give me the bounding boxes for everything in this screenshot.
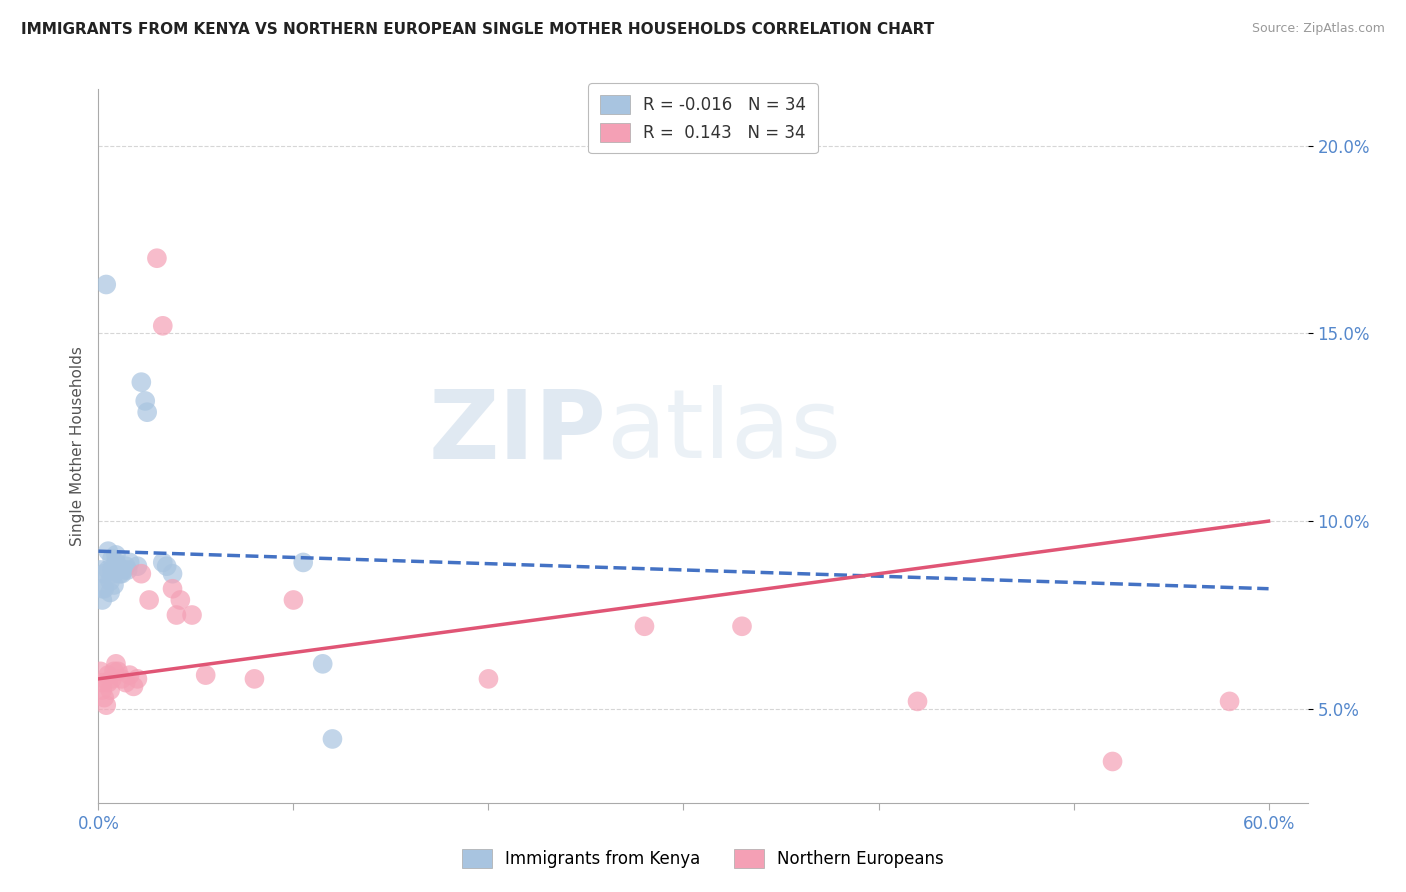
- Point: [127, 672, 149, 686]
- Point: [134, 393, 156, 408]
- Point: [89, 563, 111, 577]
- Point: [103, 665, 125, 679]
- Point: [93, 690, 115, 705]
- Point: [114, 559, 136, 574]
- Point: [98, 683, 121, 698]
- Point: [91, 582, 114, 596]
- Point: [96, 698, 118, 713]
- Point: [104, 657, 127, 671]
- Point: [97, 544, 120, 558]
- Point: [633, 619, 655, 633]
- Point: [127, 559, 149, 574]
- Legend: R = -0.016   N = 34, R =  0.143   N = 34: R = -0.016 N = 34, R = 0.143 N = 34: [588, 83, 818, 153]
- Point: [103, 566, 125, 581]
- Point: [98, 574, 121, 589]
- Point: [152, 318, 174, 333]
- Point: [122, 679, 145, 693]
- Point: [117, 563, 139, 577]
- Point: [292, 556, 315, 570]
- Point: [97, 675, 120, 690]
- Point: [101, 563, 124, 577]
- Point: [162, 566, 184, 581]
- Point: [146, 251, 169, 265]
- Point: [181, 607, 204, 622]
- Point: [731, 619, 754, 633]
- Point: [107, 559, 129, 574]
- Point: [111, 566, 134, 581]
- Point: [1219, 694, 1241, 708]
- Point: [118, 668, 141, 682]
- Point: [91, 675, 114, 690]
- Text: ZIP: ZIP: [429, 385, 606, 478]
- Point: [93, 566, 115, 581]
- Point: [111, 672, 134, 686]
- Text: Source: ZipAtlas.com: Source: ZipAtlas.com: [1251, 22, 1385, 36]
- Point: [194, 668, 217, 682]
- Point: [118, 556, 141, 570]
- Point: [96, 277, 118, 292]
- Point: [108, 566, 131, 581]
- Point: [907, 694, 929, 708]
- Legend: Immigrants from Kenya, Northern Europeans: Immigrants from Kenya, Northern European…: [456, 842, 950, 875]
- Point: [131, 375, 153, 389]
- Point: [312, 657, 335, 671]
- Point: [101, 551, 124, 566]
- Point: [1101, 755, 1123, 769]
- Point: [477, 672, 499, 686]
- Point: [283, 593, 305, 607]
- Point: [89, 665, 111, 679]
- Point: [104, 556, 127, 570]
- Point: [107, 563, 129, 577]
- Point: [104, 548, 127, 562]
- Text: IMMIGRANTS FROM KENYA VS NORTHERN EUROPEAN SINGLE MOTHER HOUSEHOLDS CORRELATION : IMMIGRANTS FROM KENYA VS NORTHERN EUROPE…: [21, 22, 935, 37]
- Point: [103, 578, 125, 592]
- Point: [107, 665, 129, 679]
- Point: [136, 405, 159, 419]
- Point: [169, 593, 191, 607]
- Point: [91, 593, 114, 607]
- Point: [152, 556, 174, 570]
- Point: [162, 582, 184, 596]
- Point: [321, 731, 343, 746]
- Point: [112, 563, 135, 577]
- Point: [98, 585, 121, 599]
- Y-axis label: Single Mother Households: Single Mother Households: [69, 346, 84, 546]
- Point: [138, 593, 160, 607]
- Point: [97, 668, 120, 682]
- Point: [97, 563, 120, 577]
- Point: [131, 566, 153, 581]
- Point: [93, 582, 115, 596]
- Point: [165, 607, 187, 622]
- Point: [101, 672, 124, 686]
- Point: [156, 559, 179, 574]
- Text: atlas: atlas: [606, 385, 841, 478]
- Point: [243, 672, 266, 686]
- Point: [114, 675, 136, 690]
- Point: [91, 683, 114, 698]
